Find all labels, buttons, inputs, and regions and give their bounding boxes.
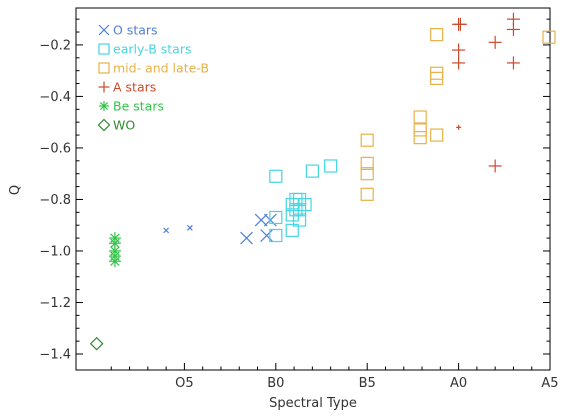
x-tick-label: A0 bbox=[450, 376, 467, 391]
legend-marker bbox=[98, 43, 110, 55]
data-point bbox=[305, 164, 319, 178]
data-point bbox=[298, 198, 312, 212]
x-axis-label: Spectral Type bbox=[269, 396, 357, 411]
x-tick-label: B0 bbox=[267, 376, 284, 391]
data-points bbox=[89, 12, 556, 351]
data-point bbox=[413, 131, 427, 145]
plot-frame bbox=[75, 7, 551, 371]
data-point bbox=[456, 124, 462, 130]
legend: O stars early-B stars mid- and late-B A sta… bbox=[97, 23, 209, 133]
legend-marker bbox=[97, 118, 111, 132]
y-tick-label: −1.4 bbox=[39, 348, 71, 363]
data-point bbox=[430, 66, 444, 80]
y-tick-label: −0.2 bbox=[39, 38, 71, 53]
data-point bbox=[360, 187, 374, 201]
data-point bbox=[360, 167, 374, 181]
x-tick-label: A5 bbox=[541, 376, 558, 391]
data-point bbox=[285, 198, 299, 212]
data-point bbox=[292, 213, 307, 227]
data-point bbox=[360, 133, 374, 147]
data-point bbox=[413, 110, 427, 124]
y-tick-label: −0.8 bbox=[39, 193, 71, 208]
data-point bbox=[488, 159, 502, 173]
data-point bbox=[452, 43, 466, 57]
y-tick-label: −1.2 bbox=[39, 296, 71, 311]
y-axis: −1.4 −1.2 −1.0 −0.8 −0.6 −0.4 −0.2 bbox=[39, 18, 550, 363]
data-point bbox=[254, 213, 268, 227]
data-point bbox=[453, 17, 467, 31]
y-tick-label: −1.0 bbox=[39, 244, 71, 259]
legend-marker bbox=[98, 62, 110, 74]
legend-label: mid- and late-B bbox=[113, 61, 209, 76]
y-tick-label: −0.6 bbox=[39, 141, 71, 156]
data-point bbox=[430, 71, 444, 85]
data-point bbox=[488, 35, 502, 49]
data-point bbox=[240, 231, 253, 245]
legend-label: early-B stars bbox=[113, 42, 191, 57]
data-point bbox=[269, 228, 283, 243]
data-point bbox=[163, 227, 170, 234]
data-point bbox=[89, 336, 104, 351]
data-point bbox=[542, 30, 556, 44]
y-axis-label: Q bbox=[8, 185, 23, 195]
x-tick-label: O5 bbox=[175, 376, 194, 391]
data-point bbox=[360, 156, 374, 170]
legend-label: WO bbox=[113, 118, 135, 133]
legend-label: Be stars bbox=[113, 99, 164, 114]
data-point bbox=[506, 56, 520, 70]
legend-marker bbox=[99, 101, 109, 111]
data-point bbox=[285, 208, 299, 222]
legend-marker bbox=[98, 81, 110, 93]
data-point bbox=[430, 28, 444, 42]
data-point bbox=[413, 123, 427, 137]
data-point bbox=[324, 159, 338, 173]
legend-label: A stars bbox=[113, 80, 156, 95]
data-point bbox=[186, 224, 193, 231]
data-point bbox=[506, 22, 520, 36]
data-point bbox=[108, 255, 121, 268]
data-point bbox=[269, 169, 283, 183]
data-point bbox=[430, 128, 444, 142]
legend-marker bbox=[98, 24, 110, 36]
data-point bbox=[260, 229, 274, 242]
data-point bbox=[285, 223, 299, 237]
x-axis: O5 B0 B5 A0 A5 bbox=[110, 363, 559, 391]
data-point bbox=[269, 210, 283, 225]
legend-label: O stars bbox=[113, 23, 158, 38]
y-tick-label: −0.4 bbox=[39, 90, 71, 105]
data-point bbox=[452, 56, 466, 70]
x-tick-label: B5 bbox=[359, 376, 376, 391]
